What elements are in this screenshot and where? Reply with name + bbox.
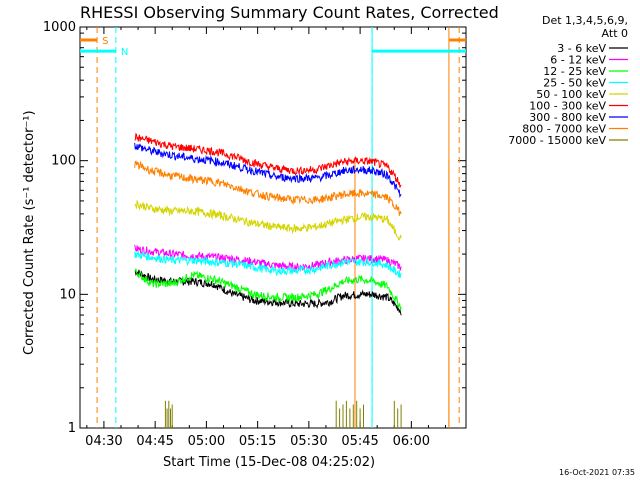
legend-label: 12 - 25 keV	[543, 65, 606, 78]
legend-label: 300 - 800 keV	[529, 111, 606, 124]
legend-label: 800 - 7000 keV	[522, 123, 606, 136]
chart-title: RHESSI Observing Summary Count Rates, Co…	[80, 3, 499, 22]
marker-label: S	[102, 36, 108, 47]
series-line	[134, 132, 402, 188]
x-tick-label: 06:00	[393, 434, 430, 449]
legend-label: 50 - 100 keV	[536, 88, 606, 101]
x-tick-label: 05:45	[341, 434, 378, 449]
y-axis-label: Corrected Count Rate (s⁻¹ detector⁻¹)	[22, 110, 37, 355]
series-line	[134, 199, 402, 241]
plot-frame	[79, 26, 467, 429]
series-line	[134, 268, 402, 311]
series-line	[164, 400, 402, 428]
series-line	[134, 244, 402, 273]
y-tick-label: 100	[51, 154, 76, 169]
legend-label: 100 - 300 keV	[529, 100, 606, 113]
marker-label: N	[121, 47, 128, 58]
y-tick-label: 1	[68, 421, 76, 436]
x-tick-label: 05:00	[188, 434, 225, 449]
series-line	[134, 251, 402, 279]
x-tick-label: 04:30	[85, 434, 122, 449]
series-lines	[134, 132, 402, 428]
legend-label: 3 - 6 keV	[557, 42, 606, 55]
legend-label: 6 - 12 keV	[550, 54, 606, 67]
legend-label: 7000 - 15000 keV	[508, 134, 606, 147]
x-tick-label: 05:15	[239, 434, 276, 449]
legend-label: 25 - 50 keV	[543, 77, 606, 90]
legend-header-line2: Att 0	[602, 27, 628, 40]
x-tick-label: 04:45	[136, 434, 173, 449]
x-tick-labels: 04:30 04:45 05:00 05:15 05:30 05:45 06:00	[85, 434, 430, 449]
series-line	[134, 142, 402, 198]
y-tick-label: 10	[59, 287, 76, 302]
y-tick-label: 1000	[43, 20, 76, 35]
series-line	[134, 160, 402, 216]
legend-header-line1: Det 1,3,4,5,6,9,	[542, 14, 628, 27]
x-axis-label: Start Time (15-Dec-08 04:25:02)	[163, 455, 375, 470]
axis-ticks	[80, 26, 466, 429]
series-line	[134, 269, 402, 316]
x-tick-label: 05:30	[290, 434, 327, 449]
y-tick-labels: 1 10 100 1000	[43, 20, 76, 436]
mode-markers: SN	[80, 27, 466, 428]
generated-timestamp: 16-Oct-2021 07:35	[559, 468, 635, 477]
